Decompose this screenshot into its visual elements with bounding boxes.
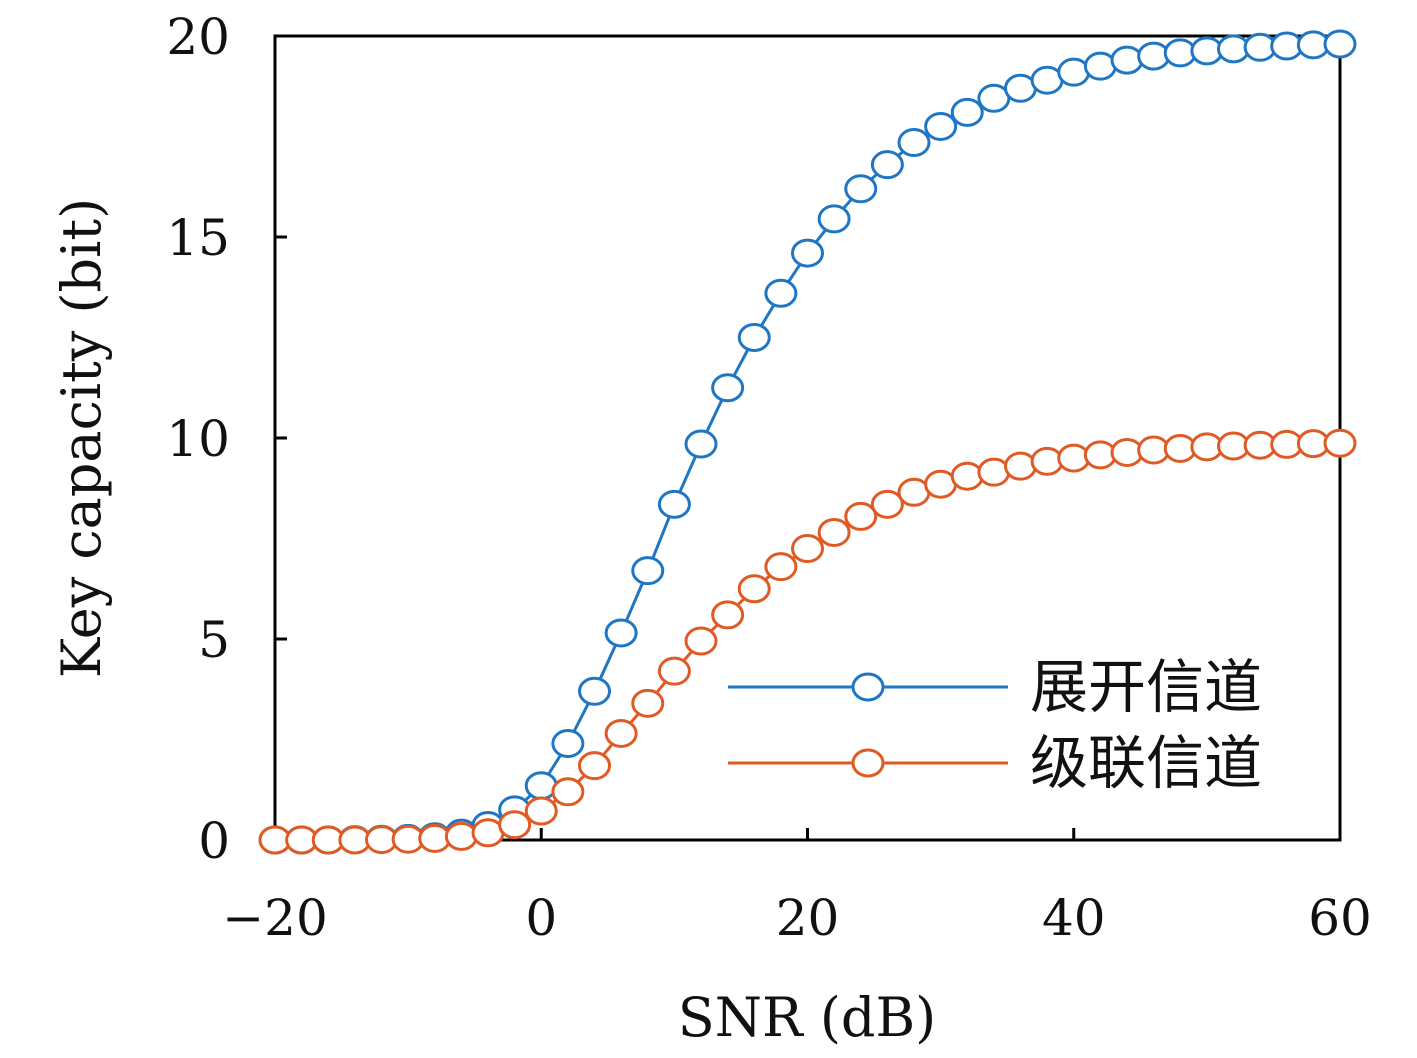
x-tick-label: 60 [1308,889,1372,947]
data-point [870,489,904,519]
data-point [791,534,824,564]
data-point [870,150,904,180]
data-point [817,517,851,547]
data-point [764,278,798,308]
legend-marker [851,748,885,778]
y-tick-label: 5 [198,611,230,669]
data-point [604,718,638,748]
data-point [844,501,878,531]
legend-marker [851,672,885,702]
data-point [657,656,691,686]
data-point [631,556,665,586]
data-point [684,429,718,459]
series-layer [258,29,1357,855]
legend-label: 级联信道 [1030,729,1262,797]
legend-label: 展开信道 [1030,653,1262,721]
data-point [737,323,771,352]
x-tick-label: 40 [1042,889,1106,947]
data-point [498,810,532,840]
data-point [578,676,611,706]
y-tick-label: 20 [166,8,230,66]
data-point [711,600,745,630]
y-tick-label: 15 [166,209,230,267]
legend-item-2: 级联信道 [728,729,1262,797]
data-point [657,489,691,519]
data-point [631,688,665,718]
data-point [1004,451,1037,481]
data-point [897,128,931,158]
x-axis-ticks: −20 0 20 40 60 [222,828,1372,947]
x-tick-label: 20 [776,889,840,947]
data-point [684,626,718,656]
x-tick-label: −20 [222,889,328,947]
data-point [551,777,585,807]
data-point [737,574,771,604]
data-point [817,204,851,234]
y-tick-label: 0 [198,812,230,870]
data-point [1110,45,1144,75]
series-2 [258,428,1357,855]
x-tick-label: 0 [525,889,557,947]
data-point [844,174,878,204]
data-point [1323,29,1357,59]
data-point [950,461,984,491]
x-axis-title: SNR (dB) [678,986,936,1049]
data-point [711,373,745,403]
data-point [791,238,824,268]
data-point [924,111,958,141]
data-point [444,821,478,851]
data-point [950,97,984,127]
legend-item-1: 展开信道 [728,653,1262,721]
data-point [578,751,611,781]
data-point [764,552,798,582]
data-point [551,729,585,759]
data-point [604,618,638,648]
data-point [524,796,558,826]
y-axis-title: Key capacity (bit) [50,198,113,678]
y-tick-label: 10 [166,410,230,468]
data-point [1323,428,1357,458]
y-axis-ticks: 0 5 10 15 20 [166,8,287,870]
